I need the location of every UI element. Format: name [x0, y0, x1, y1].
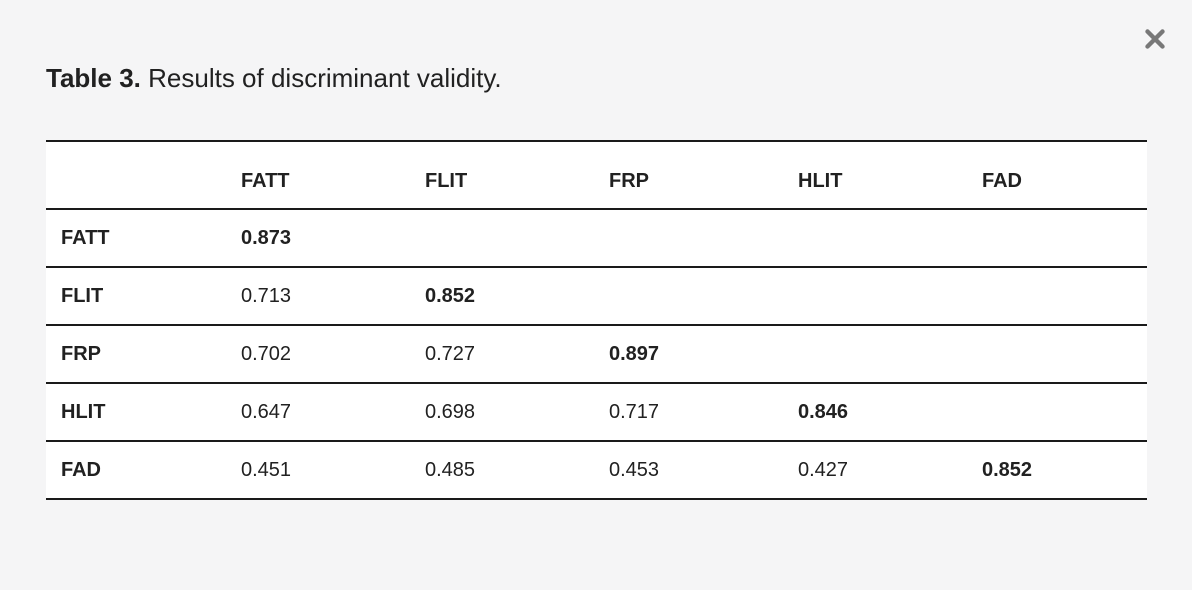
close-button[interactable]	[1137, 21, 1173, 57]
cell-fatt-frp	[594, 209, 783, 267]
row-header-frp: FRP	[61, 342, 101, 365]
cell-hlit-fad	[967, 383, 1147, 441]
cell-flit-fad	[967, 267, 1147, 325]
cell-fad-frp: 0.453	[609, 458, 660, 481]
cell-frp-frp: 0.897	[609, 342, 660, 365]
table-row-fatt: FATT 0.873	[46, 209, 1147, 267]
table-caption: Table 3. Results of discriminant validit…	[46, 63, 502, 94]
table-row-flit: FLIT 0.713 0.852	[46, 267, 1147, 325]
row-header-hlit: HLIT	[61, 400, 106, 423]
cell-frp-fatt: 0.702	[241, 342, 292, 365]
table-caption-text: Results of discriminant validity.	[148, 63, 502, 93]
cell-fad-fatt: 0.451	[241, 458, 292, 481]
table-caption-label: Table 3.	[46, 63, 141, 93]
table-row-frp: FRP 0.702 0.727 0.897	[46, 325, 1147, 383]
cell-flit-hlit	[783, 267, 967, 325]
cell-hlit-flit: 0.698	[425, 400, 476, 423]
column-header-fad: FAD	[982, 169, 1022, 192]
column-header-fatt: FATT	[241, 169, 290, 192]
table-row-hlit: HLIT 0.647 0.698 0.717 0.846	[46, 383, 1147, 441]
close-icon	[1145, 29, 1165, 49]
cell-frp-fad	[967, 325, 1147, 383]
column-header-flit: FLIT	[425, 169, 468, 192]
column-header-hlit: HLIT	[798, 169, 843, 192]
row-header-fad: FAD	[61, 458, 101, 481]
cell-hlit-hlit: 0.846	[798, 400, 849, 423]
discriminant-validity-table: FATT FLIT FRP HLIT FAD FATT 0.873 FLIT 0.713 0.8…	[46, 140, 1147, 500]
row-header-flit: FLIT	[61, 284, 104, 307]
cell-fad-flit: 0.485	[425, 458, 476, 481]
cell-flit-fatt: 0.713	[241, 284, 292, 307]
cell-fatt-fad	[967, 209, 1147, 267]
corner-header-cell	[46, 141, 226, 209]
cell-hlit-frp: 0.717	[609, 400, 660, 423]
row-header-fatt: FATT	[61, 226, 110, 249]
column-header-frp: FRP	[609, 169, 649, 192]
cell-fatt-fatt: 0.873	[241, 226, 292, 249]
cell-flit-flit: 0.852	[425, 284, 476, 307]
cell-frp-flit: 0.727	[425, 342, 476, 365]
cell-fatt-hlit	[783, 209, 967, 267]
cell-frp-hlit	[783, 325, 967, 383]
table-row-fad: FAD 0.451 0.485 0.453 0.427 0.852	[46, 441, 1147, 499]
cell-flit-frp	[594, 267, 783, 325]
table-header-row: FATT FLIT FRP HLIT FAD	[46, 141, 1147, 209]
cell-fatt-flit	[410, 209, 594, 267]
cell-fad-fad: 0.852	[982, 458, 1033, 481]
cell-fad-hlit: 0.427	[798, 458, 849, 481]
cell-hlit-fatt: 0.647	[241, 400, 292, 423]
